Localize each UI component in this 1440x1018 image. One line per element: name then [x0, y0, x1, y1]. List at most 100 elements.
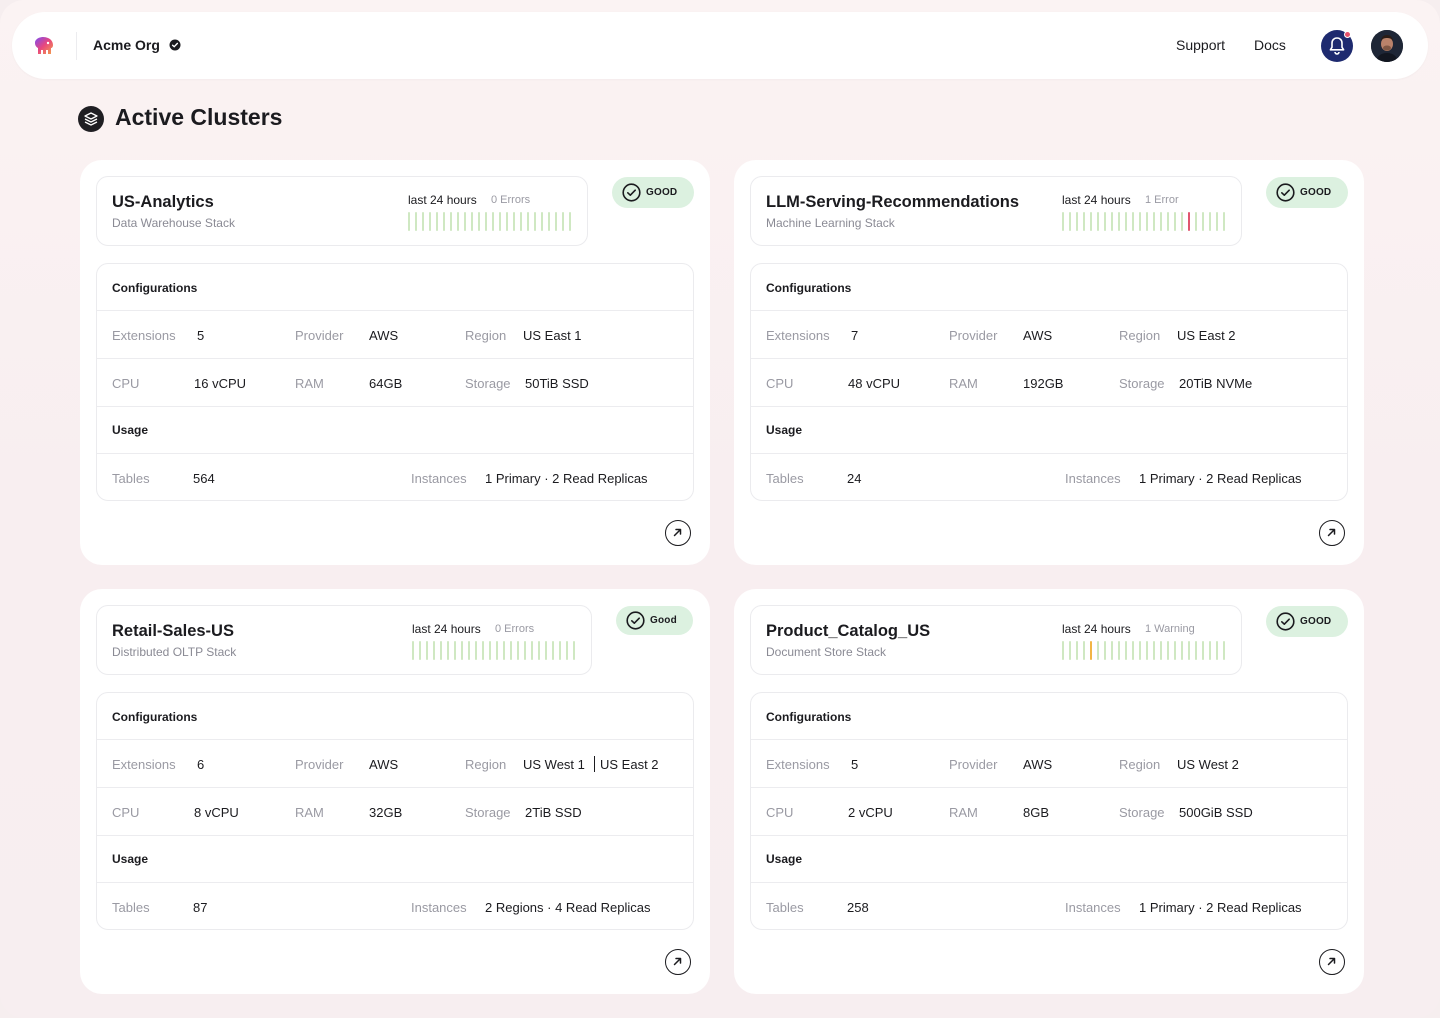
tables-label: Tables [112, 900, 150, 915]
activity-bar-ok [1111, 641, 1113, 660]
activity-bar-ok [1104, 212, 1106, 231]
activity-bar-ok [1216, 641, 1218, 660]
org-name[interactable]: Acme Org [93, 37, 160, 53]
provider-label: Provider [295, 328, 344, 343]
issue-count: 0 Errors [491, 194, 531, 206]
activity-bar-ok [485, 212, 487, 231]
cluster-card: LLM-Serving-Recommendations Machine Lear… [734, 160, 1364, 565]
cluster-summary[interactable]: US-Analytics Data Warehouse Stack last 2… [96, 176, 588, 246]
header-divider [76, 32, 77, 60]
activity-bar-ok [440, 641, 442, 660]
extensions-label: Extensions [766, 757, 830, 772]
cluster-card: Retail-Sales-US Distributed OLTP Stack l… [80, 589, 710, 994]
activity-bar-ok [1160, 641, 1162, 660]
cluster-details: Configurations Extensions 5 Provider AWS… [96, 263, 694, 501]
activity-bar-ok [464, 212, 466, 231]
issue-count: 0 Errors [495, 623, 535, 635]
open-cluster-button[interactable] [665, 520, 691, 546]
top-header: Acme Org Support Docs [12, 12, 1428, 79]
cluster-card: Product_Catalog_US Document Store Stack … [734, 589, 1364, 994]
activity-bar-ok [1153, 641, 1155, 660]
instances-label: Instances [411, 471, 467, 486]
storage-label: Storage [465, 376, 511, 391]
open-cluster-button[interactable] [1319, 949, 1345, 975]
region-label: Region [465, 328, 507, 343]
cluster-details: Configurations Extensions 6 Provider AWS… [96, 692, 694, 930]
elephant-logo-icon[interactable] [32, 34, 56, 58]
status-badge: GOOD [1266, 177, 1348, 208]
cpu-label: CPU [112, 376, 140, 391]
check-circle-icon [1276, 183, 1295, 202]
activity-bar-ok [1202, 212, 1204, 231]
divider [97, 835, 693, 836]
cpu-value: 8 vCPU [194, 805, 239, 820]
tables-value: 564 [193, 471, 215, 486]
region-value: US West 2 [1177, 757, 1239, 772]
activity-bar-ok [1195, 641, 1197, 660]
ram-label: RAM [949, 805, 978, 820]
storage-value: 2TiB SSD [525, 805, 582, 820]
cluster-name[interactable]: LLM-Serving-Recommendations [766, 193, 1020, 211]
divider [97, 882, 693, 883]
divider [751, 310, 1347, 311]
activity-bar-ok [436, 212, 438, 231]
cluster-name[interactable]: US-Analytics [112, 193, 214, 211]
activity-bar-ok [1195, 212, 1197, 231]
instances-value: 1 Primary · 2 Read Replicas [1139, 471, 1302, 486]
activity-bar-ok [429, 212, 431, 231]
activity-bar-ok [1181, 212, 1183, 231]
activity-bar-ok [447, 641, 449, 660]
nav-support-link[interactable]: Support [1176, 37, 1226, 53]
nav-docs-link[interactable]: Docs [1254, 37, 1286, 53]
activity-period: last 24 hours [408, 193, 477, 207]
user-avatar[interactable] [1371, 30, 1403, 62]
avatar-portrait-icon [1371, 30, 1403, 62]
activity-bar-ok [457, 212, 459, 231]
arrow-up-right-icon [673, 957, 682, 966]
divider [751, 453, 1347, 454]
instances-label: Instances [1065, 471, 1121, 486]
open-cluster-button[interactable] [665, 949, 691, 975]
activity-bar-ok [1125, 641, 1127, 660]
activity-bar-ok [520, 212, 522, 231]
activity-bar-ok [1167, 212, 1169, 231]
cpu-label: CPU [766, 805, 794, 820]
arrow-up-right-icon [1327, 957, 1336, 966]
cpu-value: 2 vCPU [848, 805, 893, 820]
activity-bar-warning [1090, 641, 1092, 660]
instances-label: Instances [1065, 900, 1121, 915]
status-label: GOOD [1300, 616, 1332, 627]
activity-bars [1062, 641, 1226, 660]
activity-bar-ok [496, 641, 498, 660]
activity-bar-ok [1062, 641, 1064, 660]
extensions-value: 5 [851, 757, 859, 772]
check-circle-icon [626, 611, 645, 630]
activity-bar-ok [471, 212, 473, 231]
check-circle-icon [1276, 612, 1295, 631]
activity-bar-ok [1146, 641, 1148, 660]
cluster-name[interactable]: Product_Catalog_US [766, 622, 931, 640]
activity-bar-ok [450, 212, 452, 231]
cluster-summary[interactable]: Retail-Sales-US Distributed OLTP Stack l… [96, 605, 592, 675]
divider [97, 358, 693, 359]
provider-label: Provider [949, 328, 998, 343]
tables-value: 87 [193, 900, 208, 915]
cluster-summary[interactable]: LLM-Serving-Recommendations Machine Lear… [750, 176, 1242, 246]
arrow-up-right-icon [673, 528, 682, 537]
provider-value: AWS [1023, 328, 1053, 343]
cluster-name[interactable]: Retail-Sales-US [112, 622, 234, 640]
provider-value: AWS [369, 757, 399, 772]
activity-bar-ok [527, 212, 529, 231]
activity-bar-ok [433, 641, 435, 660]
cluster-summary[interactable]: Product_Catalog_US Document Store Stack … [750, 605, 1242, 675]
activity-bar-ok [541, 212, 543, 231]
storage-label: Storage [465, 805, 511, 820]
activity-bar-ok [454, 641, 456, 660]
ram-label: RAM [949, 376, 978, 391]
activity-bar-ok [1069, 212, 1071, 231]
activity-bar-ok [1118, 641, 1120, 660]
open-cluster-button[interactable] [1319, 520, 1345, 546]
tables-label: Tables [112, 471, 150, 486]
activity-bar-ok [566, 641, 568, 660]
activity-bar-ok [503, 641, 505, 660]
